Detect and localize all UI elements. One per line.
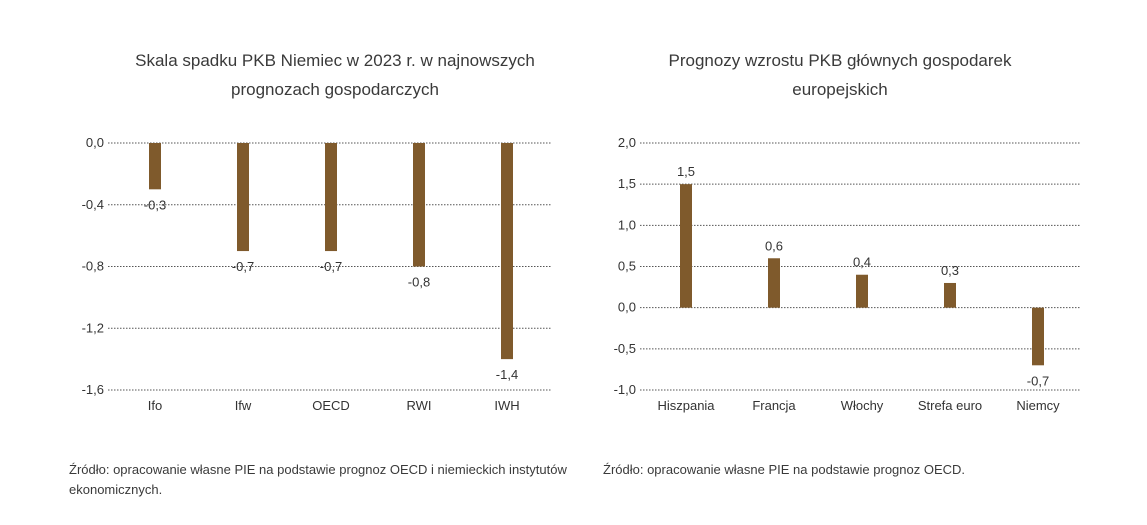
x-tick-label: IWH (494, 398, 519, 413)
y-tick-label: -0,4 (82, 197, 104, 212)
chart-title-left-line-1: Skala spadku PKB Niemiec w 2023 r. w naj… (135, 51, 535, 70)
chart-title-left-line-2: prognozach gospodarczych (231, 80, 439, 99)
chart-title-right: Prognozy wzrostu PKB głównych gospodarek… (600, 46, 1080, 104)
data-label: -0,7 (320, 259, 342, 274)
y-tick-label: -1,2 (82, 320, 104, 335)
y-tick-label: -1,6 (82, 382, 104, 397)
x-tick-label: RWI (406, 398, 431, 413)
source-note-left: Źródło: opracowanie własne PIE na podsta… (69, 462, 567, 497)
bar (237, 143, 249, 252)
data-label: -0,8 (408, 275, 430, 290)
y-tick-label: -0,8 (82, 259, 104, 274)
chart-title-right-line-1: Prognozy wzrostu PKB głównych gospodarek (668, 51, 1012, 70)
data-label: -0,3 (144, 197, 166, 212)
chart-title-right-line-2: europejskich (792, 80, 888, 99)
x-tick-label: OECD (312, 398, 350, 413)
bar (501, 143, 513, 360)
bar (325, 143, 337, 252)
y-tick-label: 0,0 (86, 135, 104, 150)
bar (413, 143, 425, 267)
data-label: -0,7 (232, 259, 254, 274)
source-note-right: Źródło: opracowanie własne PIE na podsta… (603, 462, 966, 477)
data-label: -1,4 (496, 367, 518, 382)
bar (149, 143, 161, 190)
chart-title-left: Skala spadku PKB Niemiec w 2023 r. w naj… (60, 46, 610, 104)
x-tick-label: Ifo (148, 398, 162, 413)
x-tick-label: Ifw (235, 398, 252, 413)
